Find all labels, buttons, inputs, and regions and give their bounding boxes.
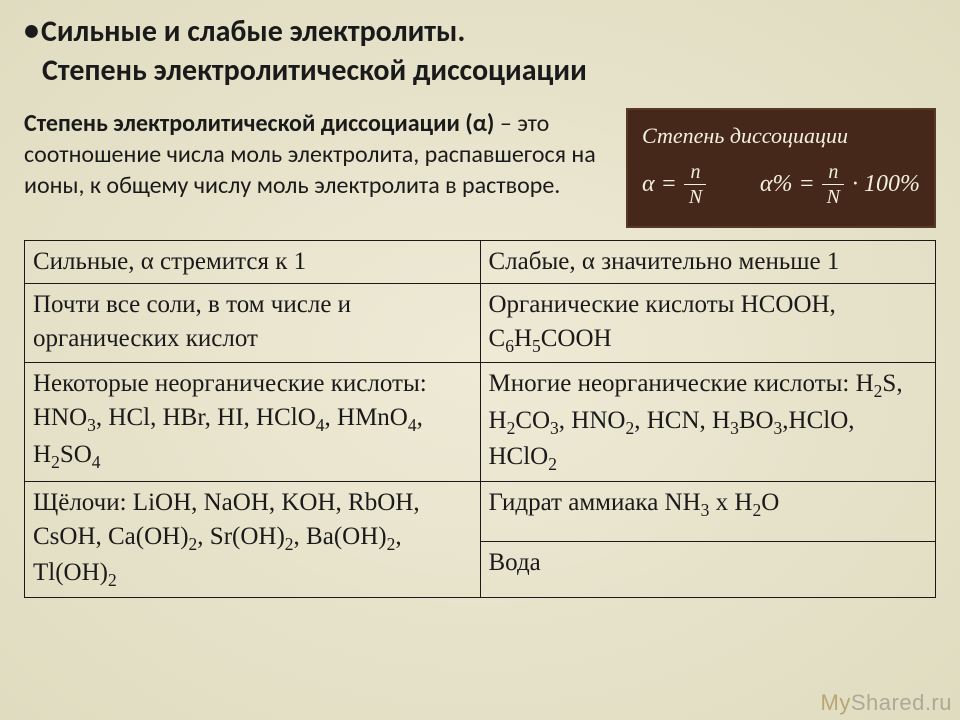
formula-box-title: Степень диссоциации bbox=[642, 123, 920, 149]
table-wrap: Сильные, α стремится к 1 Слабые, α значи… bbox=[0, 228, 960, 598]
f1-lhs: α bbox=[642, 171, 655, 198]
cell: Многие неорганические кислоты: H2S, H2CO… bbox=[480, 363, 936, 482]
watermark: MyShared.ru bbox=[821, 690, 952, 716]
f2-eq: = bbox=[798, 171, 814, 198]
table-row: Сильные, α стремится к 1 Слабые, α значи… bbox=[25, 241, 936, 284]
cell-weak-header: Слабые, α значительно меньше 1 bbox=[480, 241, 936, 284]
table-row: Почти все соли, в том числе и органическ… bbox=[25, 283, 936, 362]
bullet: • bbox=[24, 12, 39, 51]
formula-box: Степень диссоциации α = n N α% = n N · 1… bbox=[626, 108, 936, 228]
f1-den: N bbox=[683, 185, 708, 207]
title-line-1: Сильные и слабые электролиты. bbox=[41, 12, 465, 51]
f2-lhs: α% bbox=[760, 171, 793, 198]
watermark-my: My bbox=[821, 690, 851, 715]
title-block: • Сильные и слабые электролиты. Степень … bbox=[0, 0, 960, 98]
cell: Щёлочи: LiOH, NaOH, KOH, RbOH, CsOH, Ca(… bbox=[25, 482, 481, 598]
cell: Гидрат аммиака NH3 x H2O bbox=[480, 482, 936, 542]
f2-den: N bbox=[821, 185, 846, 207]
title-line-2: Степень электролитической диссоциации bbox=[24, 51, 936, 90]
cell: Некоторые неорганические кислоты: HNO3, … bbox=[25, 363, 481, 482]
formula-row: α = n N α% = n N · 100% bbox=[642, 155, 920, 213]
formula-1: α = n N bbox=[642, 162, 708, 207]
table-row: Некоторые неорганические кислоты: HNO3, … bbox=[25, 363, 936, 482]
table-row: Щёлочи: LiOH, NaOH, KOH, RbOH, CsOH, Ca(… bbox=[25, 482, 936, 542]
cell: Почти все соли, в том числе и органическ… bbox=[25, 283, 481, 362]
f1-num: n bbox=[684, 162, 706, 185]
f1-eq: = bbox=[661, 171, 677, 198]
electrolyte-table: Сильные, α стремится к 1 Слабые, α значи… bbox=[24, 240, 936, 598]
definition-text: Степень электролитической диссоциации (α… bbox=[24, 108, 608, 228]
content-block: Степень электролитической диссоциации (α… bbox=[0, 98, 960, 228]
cell-strong-header: Сильные, α стремится к 1 bbox=[25, 241, 481, 284]
f2-num: n bbox=[822, 162, 844, 185]
cell: Вода bbox=[480, 541, 936, 597]
f2-frac: n N bbox=[821, 162, 846, 207]
f1-frac: n N bbox=[683, 162, 708, 207]
watermark-rest: Shared.ru bbox=[851, 690, 952, 715]
f2-tail: · 100% bbox=[852, 171, 920, 198]
formula-2: α% = n N · 100% bbox=[760, 162, 920, 207]
definition-bold: Степень электролитической диссоциации (α… bbox=[24, 109, 494, 138]
cell: Органические кислоты HCOOH, C6H5COOH bbox=[480, 283, 936, 362]
